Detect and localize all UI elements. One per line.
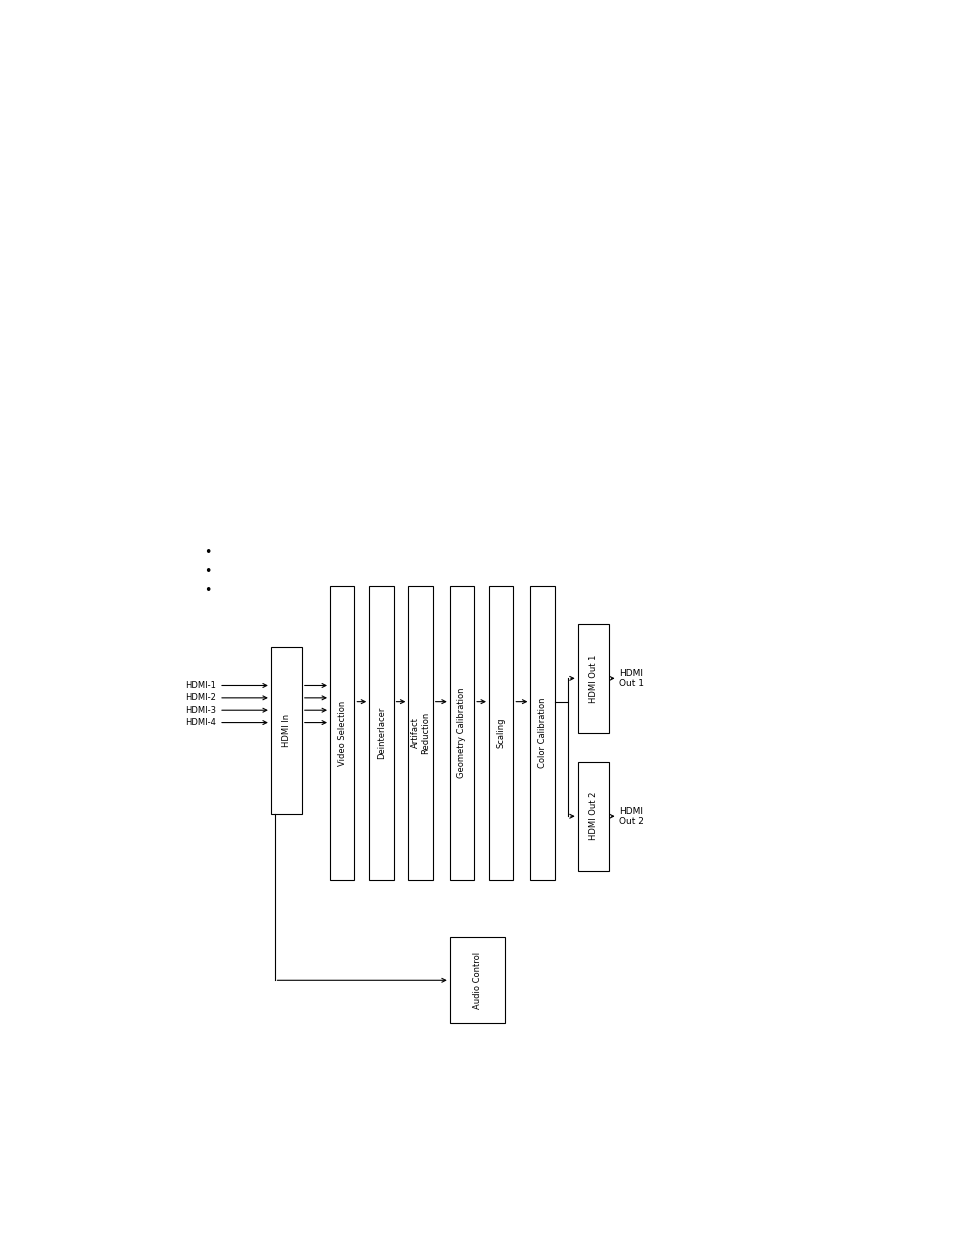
Text: HDMI-2: HDMI-2 [185, 693, 216, 703]
Text: •: • [204, 564, 212, 578]
Text: Geometry Calibration: Geometry Calibration [456, 688, 466, 778]
Bar [577, 624, 608, 734]
Text: HDMI In: HDMI In [281, 714, 291, 747]
Bar [449, 937, 505, 1023]
Bar [408, 585, 433, 881]
Bar [488, 585, 513, 881]
Text: •: • [204, 584, 212, 597]
Text: Deinterlacer: Deinterlacer [376, 706, 385, 760]
Bar [271, 647, 301, 814]
Text: HDMI-1: HDMI-1 [185, 680, 216, 690]
Text: Video Selection: Video Selection [337, 700, 346, 766]
Bar [449, 585, 474, 881]
Bar [530, 585, 554, 881]
Bar [330, 585, 354, 881]
Text: Scaling: Scaling [497, 718, 505, 748]
Text: •: • [204, 546, 212, 559]
Text: HDMI Out 2: HDMI Out 2 [588, 792, 597, 841]
Text: HDMI-4: HDMI-4 [185, 718, 216, 727]
Text: HDMI-3: HDMI-3 [185, 705, 216, 715]
Text: Artifact
Reduction: Artifact Reduction [411, 711, 430, 755]
Text: HDMI
Out 2: HDMI Out 2 [618, 806, 643, 826]
Text: HDMI Out 1: HDMI Out 1 [588, 655, 597, 703]
Text: Color Calibration: Color Calibration [537, 698, 546, 768]
Text: Audio Control: Audio Control [473, 952, 481, 1009]
Bar [577, 762, 608, 871]
Text: HDMI
Out 1: HDMI Out 1 [618, 668, 643, 688]
Bar [369, 585, 394, 881]
